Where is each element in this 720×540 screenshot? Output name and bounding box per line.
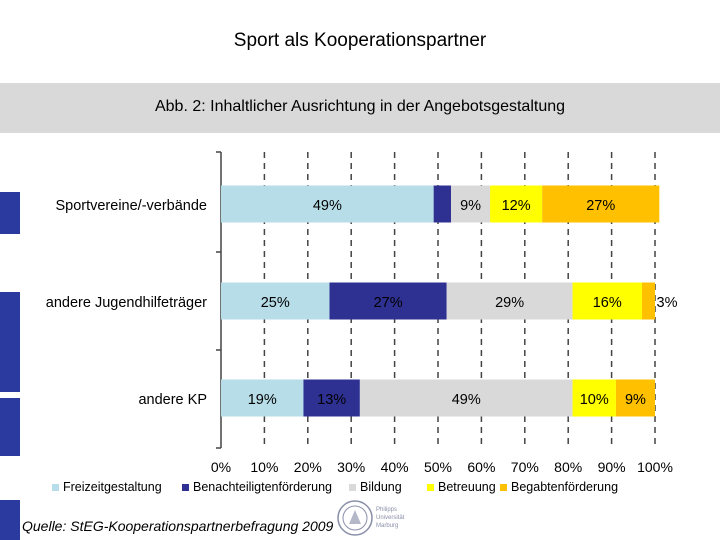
bar-segment — [451, 185, 491, 223]
legend-label: Freizeitgestaltung — [63, 480, 162, 494]
data-label: 49% — [313, 198, 342, 214]
legend-swatch — [182, 483, 189, 491]
data-label: 9% — [460, 198, 481, 214]
data-label: 19% — [248, 392, 277, 408]
data-label: 29% — [495, 295, 524, 311]
category-label: andere KP — [138, 392, 207, 408]
bar-segment — [572, 282, 642, 320]
bar-segment — [329, 282, 447, 320]
side-accent-bar — [0, 500, 20, 540]
bar-segment — [446, 282, 573, 320]
data-label: 27% — [586, 198, 615, 214]
side-accent-bar — [0, 292, 20, 392]
bar-segment — [490, 185, 543, 223]
source-note: Quelle: StEG-Kooperationspartnerbefragun… — [22, 518, 334, 534]
legend-swatch — [52, 483, 59, 491]
x-tick-label: 50% — [424, 459, 452, 475]
legend-item-begabtenfoerderung: Begabtenförderung — [500, 480, 618, 494]
side-accent-bar — [0, 192, 20, 234]
x-tick-label: 30% — [337, 459, 365, 475]
legend-item-betreuung: Betreuung — [427, 480, 496, 494]
side-accent-bar — [0, 398, 20, 456]
page-title: Sport als Kooperationspartner — [233, 30, 487, 51]
logo-line: Philipps — [376, 507, 397, 513]
legend-item-freizeitgestaltung: Freizeitgestaltung — [52, 480, 162, 494]
data-label: 12% — [502, 198, 531, 214]
logo-line: Marburg — [376, 523, 398, 529]
bar-segment — [359, 379, 573, 417]
data-label: 9% — [625, 392, 646, 408]
bar-segment — [615, 379, 655, 417]
bar-segment — [433, 185, 452, 223]
bar-segment — [542, 185, 660, 223]
x-tick-label: 10% — [250, 459, 278, 475]
data-label: 27% — [374, 295, 403, 311]
data-label: 16% — [593, 295, 622, 311]
bar-segment — [221, 379, 304, 417]
chart-title: Abb. 2: Inhaltlicher Ausrichtung in der … — [154, 98, 566, 115]
bar-segment — [303, 379, 360, 417]
data-label: 13% — [317, 392, 346, 408]
bar-segment — [221, 185, 434, 223]
x-tick-label: 70% — [511, 459, 539, 475]
data-label: 10% — [580, 392, 609, 408]
x-tick-label: 40% — [381, 459, 409, 475]
legend-swatch — [427, 483, 434, 491]
data-label: 25% — [261, 295, 290, 311]
category-label: andere Jugendhilfeträger — [46, 295, 207, 311]
bar-segment — [221, 282, 330, 320]
legend-label: Bildung — [360, 480, 402, 494]
legend-swatch — [349, 483, 356, 491]
legend-label: Benachteiligtenförderung — [193, 480, 332, 494]
legend-item-benachteiligtenfoerderung: Benachteiligtenförderung — [182, 480, 332, 494]
x-tick-label: 20% — [294, 459, 322, 475]
x-tick-label: 90% — [598, 459, 626, 475]
legend-swatch — [500, 483, 507, 491]
legend-label: Betreuung — [438, 480, 496, 494]
logo-line: Universität — [376, 515, 405, 521]
x-tick-label: 0% — [211, 459, 231, 475]
data-label: 49% — [452, 392, 481, 408]
bar-segment — [572, 379, 616, 417]
subtitle-banner: Abb. 2: Inhaltlicher Ausrichtung in der … — [0, 83, 720, 133]
legend-item-bildung: Bildung — [349, 480, 402, 494]
bar-segment — [641, 282, 655, 320]
x-tick-label: 100% — [637, 459, 673, 475]
legend-label: Begabtenförderung — [511, 480, 619, 494]
x-tick-label: 60% — [467, 459, 495, 475]
university-seal-logo: Philipps Universität Marburg — [337, 500, 405, 536]
category-label: Sportvereine/-verbände — [55, 198, 207, 214]
x-tick-label: 80% — [554, 459, 582, 475]
data-label: 3% — [657, 295, 678, 311]
